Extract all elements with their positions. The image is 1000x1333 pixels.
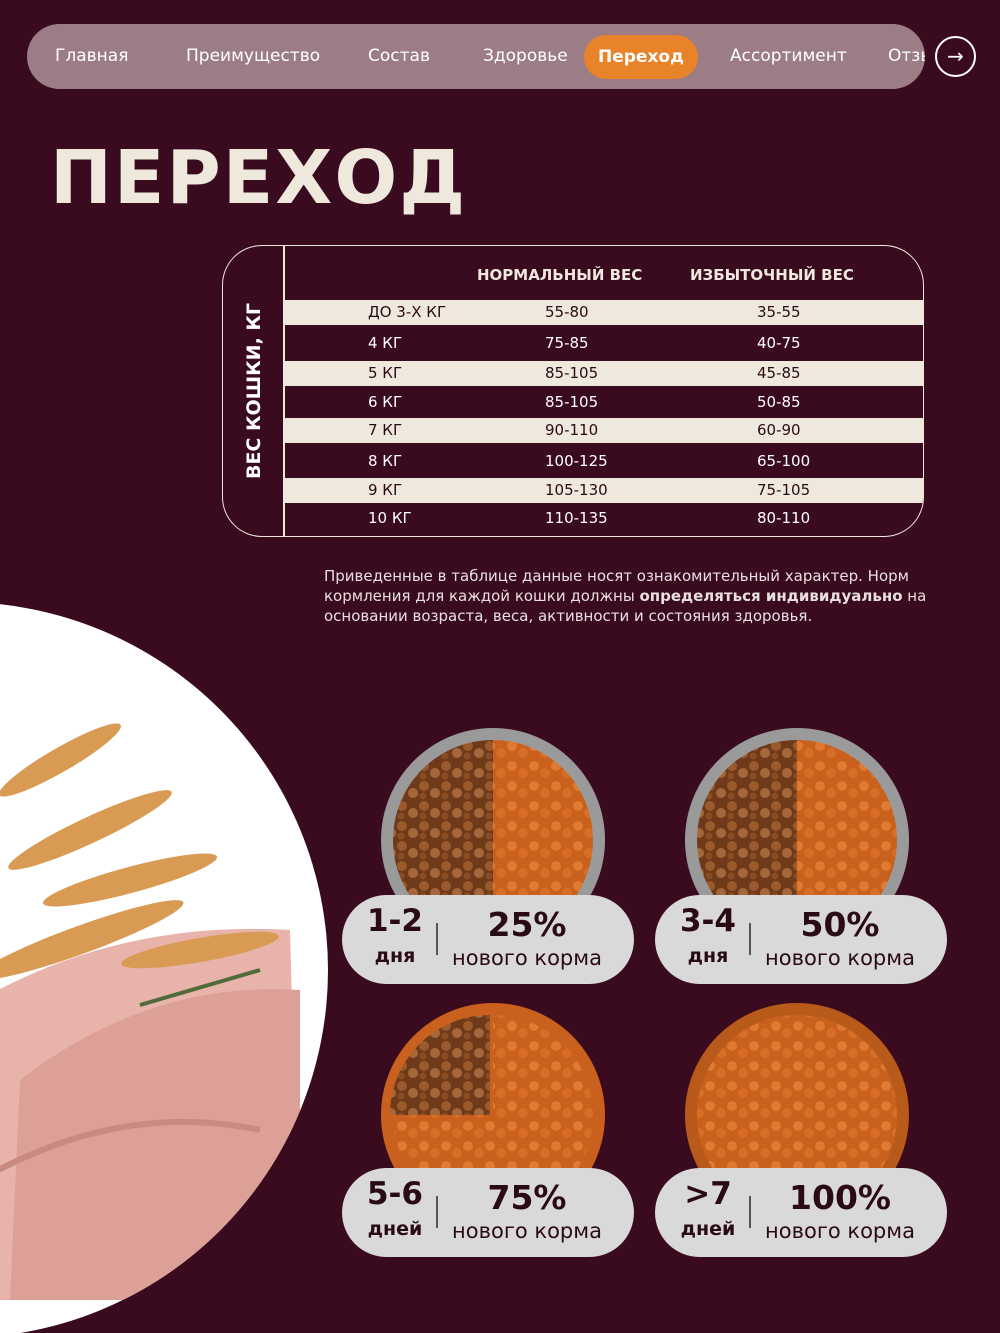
feeding-table: ВЕС КОШКИ, КГ НОРМАЛЬНЫЙ ВЕС ИЗБЫТОЧНЫЙ … bbox=[222, 245, 924, 537]
table-row: 6 КГ 85-105 50-85 bbox=[284, 390, 923, 415]
header: ИЗБЫТОЧНЫЙ ВЕС bbox=[690, 266, 854, 284]
side-label: ВЕС КОШКИ, КГ bbox=[243, 302, 265, 480]
table-cell: 85-105 bbox=[545, 364, 599, 382]
table-cell: ДО 3-Х КГ bbox=[368, 303, 447, 321]
table-row: 7 КГ 90-110 60-90 bbox=[284, 418, 923, 443]
days: >7 bbox=[684, 1176, 732, 1212]
separator bbox=[436, 1196, 438, 1228]
caption: нового корма bbox=[452, 1219, 602, 1243]
note-text: на основании возраста, веса, активности … bbox=[324, 587, 927, 625]
days-unit: дней bbox=[680, 1218, 736, 1240]
table-row: 9 КГ 105-130 75-105 bbox=[284, 478, 923, 503]
table-cell: 4 КГ bbox=[368, 334, 403, 352]
header: НОРМАЛЬНЫЙ ВЕС bbox=[477, 266, 643, 284]
nav-item[interactable]: Состав bbox=[368, 46, 430, 66]
table-cell: 7 КГ bbox=[368, 421, 403, 439]
days-unit: дня bbox=[374, 945, 416, 967]
table-cell: 105-130 bbox=[545, 481, 608, 499]
table-cell: 100-125 bbox=[545, 452, 608, 470]
days-unit: дня bbox=[687, 945, 729, 967]
table-cell: 55-80 bbox=[545, 303, 589, 321]
table-cell: 6 КГ bbox=[368, 393, 403, 411]
days: 1-2 bbox=[366, 903, 423, 939]
table-row: 10 КГ 110-135 80-110 bbox=[284, 506, 923, 531]
table-row: 5 КГ 85-105 45-85 bbox=[284, 361, 923, 386]
table-row: 4 КГ 75-85 40-75 bbox=[284, 331, 923, 356]
note: Приведенные в таблице данные носят ознак… bbox=[324, 566, 934, 626]
nav-item[interactable]: Переход bbox=[584, 35, 698, 79]
days: 3-4 bbox=[679, 903, 736, 939]
table-cell: 50-85 bbox=[757, 393, 801, 411]
table-cell: 75-105 bbox=[757, 481, 811, 499]
table-cell: 5 КГ bbox=[368, 364, 403, 382]
caption: нового корма bbox=[765, 1219, 915, 1243]
percent: 25% bbox=[487, 905, 567, 944]
table-cell: 85-105 bbox=[545, 393, 599, 411]
nav-bar: Главная Преимущество Состав Здоровье Переход… bbox=[27, 24, 925, 89]
caption: нового корма bbox=[452, 946, 602, 970]
table-cell: 80-110 bbox=[757, 509, 811, 527]
transition-card: 1-2 дня 25% нового корма bbox=[342, 895, 634, 984]
percent: 75% bbox=[487, 1178, 567, 1217]
note-text: Приведенные в таблице данные носят ознак… bbox=[324, 567, 909, 605]
days: 5-6 bbox=[366, 1176, 423, 1212]
table-cell: 90-110 bbox=[545, 421, 599, 439]
nav-item[interactable]: Главная bbox=[55, 46, 129, 66]
table-cell: 75-85 bbox=[545, 334, 589, 352]
nav-item[interactable]: Здоровье bbox=[483, 46, 568, 66]
transition-card: 3-4 дня 50% нового корма bbox=[655, 895, 947, 984]
table-cell: 10 КГ bbox=[368, 509, 412, 527]
table-cell: 60-90 bbox=[757, 421, 801, 439]
percent: 100% bbox=[789, 1178, 891, 1217]
percent: 50% bbox=[800, 905, 880, 944]
table-row: ДО 3-Х КГ 55-80 35-55 bbox=[284, 300, 923, 325]
nav-next[interactable]: → bbox=[935, 36, 976, 77]
transition-card: 5-6 дней 75% нового корма bbox=[342, 1168, 634, 1257]
table-cell: 8 КГ bbox=[368, 452, 403, 470]
table-cell: 45-85 bbox=[757, 364, 801, 382]
table-cell: 9 КГ bbox=[368, 481, 403, 499]
separator bbox=[749, 1196, 751, 1228]
days-unit: дней bbox=[367, 1218, 423, 1240]
note-bold: определяться индивидуально bbox=[639, 587, 903, 605]
title: ПЕРЕХОД bbox=[50, 135, 468, 221]
nav-item[interactable]: Отзы bbox=[888, 46, 925, 66]
nav-item[interactable]: Преимущество bbox=[186, 46, 321, 66]
separator bbox=[749, 923, 751, 955]
separator bbox=[436, 923, 438, 955]
table-cell: 35-55 bbox=[757, 303, 801, 321]
caption: нового корма bbox=[765, 946, 915, 970]
nav-item[interactable]: Ассортимент bbox=[730, 46, 847, 66]
divider bbox=[283, 246, 285, 536]
transition-card: >7 дней 100% нового корма bbox=[655, 1168, 947, 1257]
table-cell: 110-135 bbox=[545, 509, 608, 527]
table-row: 8 КГ 100-125 65-100 bbox=[284, 449, 923, 474]
table-cell: 65-100 bbox=[757, 452, 811, 470]
table-cell: 40-75 bbox=[757, 334, 801, 352]
